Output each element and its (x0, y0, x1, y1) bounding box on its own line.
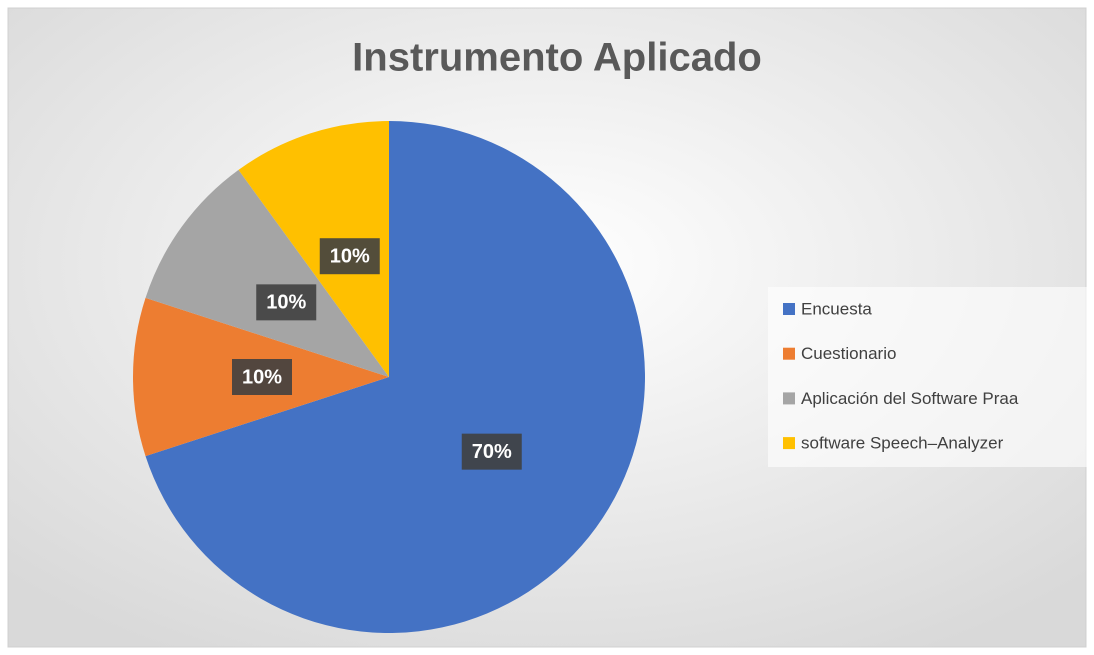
data-label-box (232, 359, 292, 395)
data-label: 10% (330, 245, 370, 267)
pie-slice (145, 169, 389, 377)
data-label-box (461, 433, 522, 470)
data-label: 10% (242, 366, 282, 388)
legend-label: Cuestionario (801, 344, 896, 363)
legend-swatch (783, 303, 795, 315)
legend-swatch (783, 347, 795, 360)
legend-label: Encuesta (801, 299, 872, 318)
legend-swatch (783, 437, 795, 450)
chart-title: Instrumento Aplicado (352, 36, 762, 80)
legend-label: Aplicación del Software Praa (801, 389, 1019, 408)
pie-slice (238, 121, 389, 377)
data-label: 70% (472, 441, 512, 463)
data-label-box (319, 238, 380, 275)
legend-label: software Speech–Analyzer (801, 434, 1004, 453)
pie-slice (145, 121, 645, 633)
data-label: 10% (266, 292, 306, 314)
legend-swatch (783, 392, 795, 405)
legend-box (768, 287, 1090, 467)
data-label-box (256, 284, 317, 321)
